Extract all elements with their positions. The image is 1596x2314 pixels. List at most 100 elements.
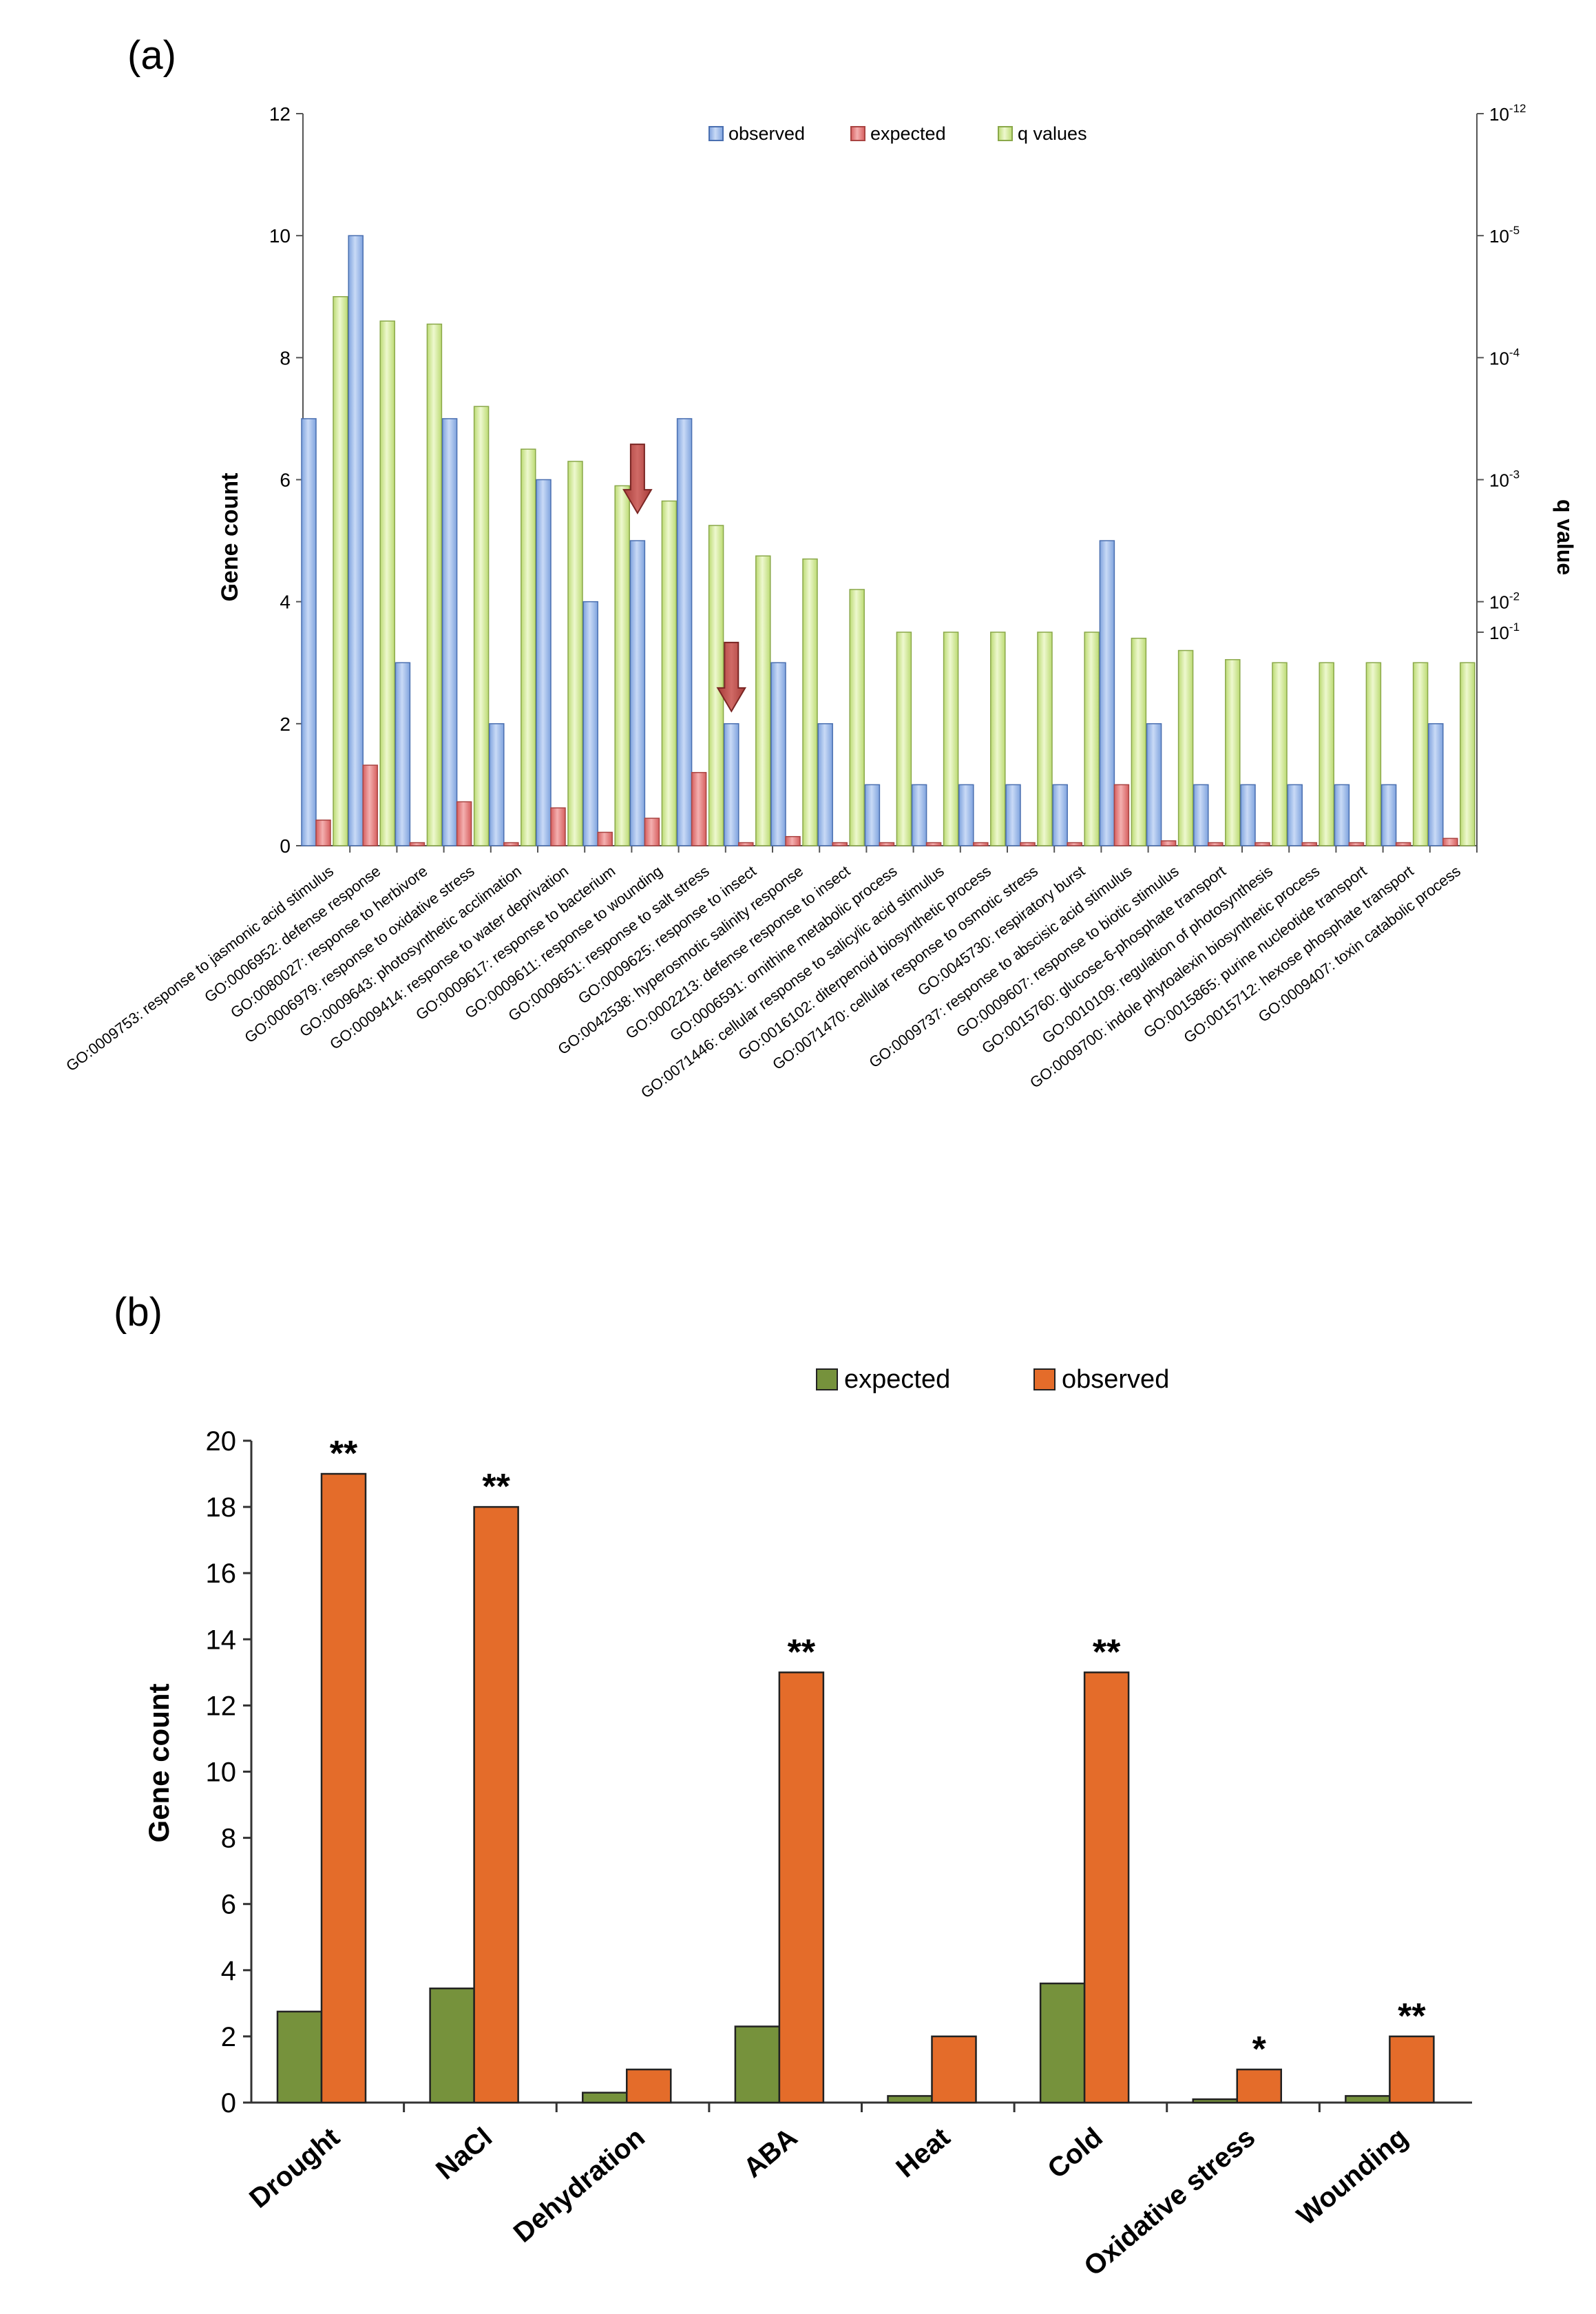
y-tick-label: 10 [206,1758,237,1788]
bar-q-value [1225,659,1241,846]
x-tick-label: Cold [1042,2122,1108,2185]
bar-observed [301,418,317,846]
panel-a-y2-axis-label: q value [1553,499,1577,575]
bar-expected [1113,784,1130,846]
bar-observed [931,2035,977,2104]
bar-observed [626,2068,672,2104]
panel-a-y-axis-label: Gene count [217,472,243,601]
legend-swatch-expected [850,126,865,141]
bar-observed [1240,784,1256,846]
bar-expected [1395,842,1411,846]
legend-swatch-q-values [998,126,1013,141]
x-tick-label: Dehydration [508,2122,651,2249]
bar-q-value [1037,632,1053,846]
bar-expected [409,842,426,846]
panel-a-bars [301,235,1478,853]
y-tick-label: 18 [206,1492,237,1523]
bar-observed [1193,784,1209,846]
x-tick-label: Drought [244,2122,345,2214]
bar-observed [817,723,833,846]
bar-expected [429,1987,475,2104]
bar-observed [582,601,598,846]
y2-tick-exponent: -4 [1509,346,1520,359]
y2-tick-base: 10 [1489,226,1509,247]
y2-tick-base: 10 [1489,104,1509,125]
panel-b-significance-marks: ****** ***** [330,1434,1427,2070]
y2-tick-exponent: -1 [1509,621,1520,634]
bar-expected [1067,842,1082,846]
bar-observed [676,418,693,846]
y2-tick-label: 10-12 [1489,102,1526,125]
panel-a-label: (a) [127,33,176,78]
bar-observed [1380,784,1397,846]
bar-observed [348,235,364,846]
bar-expected [1192,2098,1238,2104]
bar-q-value [333,296,348,846]
bar-expected [456,801,472,846]
bar-expected [691,771,707,846]
bar-observed [395,662,411,846]
panel-a-y2-ticks: 10-110-210-310-410-510-12 [1477,102,1526,643]
y2-tick-exponent: -3 [1509,468,1520,481]
bar-observed [724,723,739,846]
down-arrow-icon [716,641,747,713]
bar-observed [1083,1671,1130,2104]
bar-observed [320,1472,367,2104]
bar-q-value [661,500,678,846]
bar-q-value [849,589,865,846]
bar-expected [550,807,566,846]
y-tick-label: 14 [206,1625,237,1655]
y-tick-label: 0 [221,2088,236,2118]
y2-tick-label: 10-2 [1489,590,1520,613]
bar-expected [503,842,519,846]
bar-q-value [802,558,818,846]
panel-b-y-ticks: 0 2 4 6 8 10 12 14 16 18 20 [206,1426,251,2118]
x-tick-label: NaCl [430,2122,498,2185]
legend-label-expected: expected [844,1365,950,1394]
y-tick-label: 20 [206,1426,237,1457]
bar-expected [734,2025,781,2104]
bar-expected [276,2010,323,2104]
legend-swatch-expected [816,1368,838,1390]
bar-observed [536,479,552,846]
bar-expected [315,820,331,846]
y2-tick-exponent: -2 [1509,590,1520,603]
bar-observed [629,540,646,846]
bar-observed [489,723,505,846]
bar-expected [1208,842,1224,846]
x-tick-label: Heat [890,2122,956,2183]
panel-b-x-tick-labels: Drought NaCl Dehydration ABA Heat ColdOxidati… [244,2122,1414,2282]
y-tick-label: 4 [221,1956,236,1986]
panel-a-legend: observed expected q values [708,123,1087,144]
bar-expected [582,2092,628,2104]
bar-observed [1146,723,1162,846]
bar-observed [1428,723,1444,846]
bar-observed [441,418,458,846]
y-tick-label: 4 [280,592,291,613]
y2-tick-exponent: -12 [1509,102,1526,115]
y2-tick-base: 10 [1489,470,1509,491]
panel-a-y-ticks: 0 2 4 6 8 10 12 [269,103,303,857]
bar-observed [1052,784,1068,846]
bar-q-value [990,632,1006,846]
y-tick-label: 12 [269,103,291,125]
bar-observed [911,784,927,846]
significance-mark: ** [1398,1997,1426,2036]
y-tick-label: 2 [280,713,291,735]
bar-expected [1160,840,1177,846]
y-tick-label: 16 [206,1559,237,1589]
bar-expected [1345,2095,1391,2104]
panel-b-y-axis-label: Gene count [143,1683,175,1842]
legend-label-q-values: q values [1018,123,1087,144]
bar-q-value [1460,662,1476,846]
bar-expected [879,842,895,846]
bar-observed [864,784,881,846]
y2-tick-label: 10-5 [1489,224,1520,247]
bar-q-value [943,632,959,846]
y2-tick-base: 10 [1489,623,1509,643]
y2-tick-label: 10-3 [1489,468,1520,491]
bar-observed [770,662,786,846]
bar-expected [1442,837,1458,846]
